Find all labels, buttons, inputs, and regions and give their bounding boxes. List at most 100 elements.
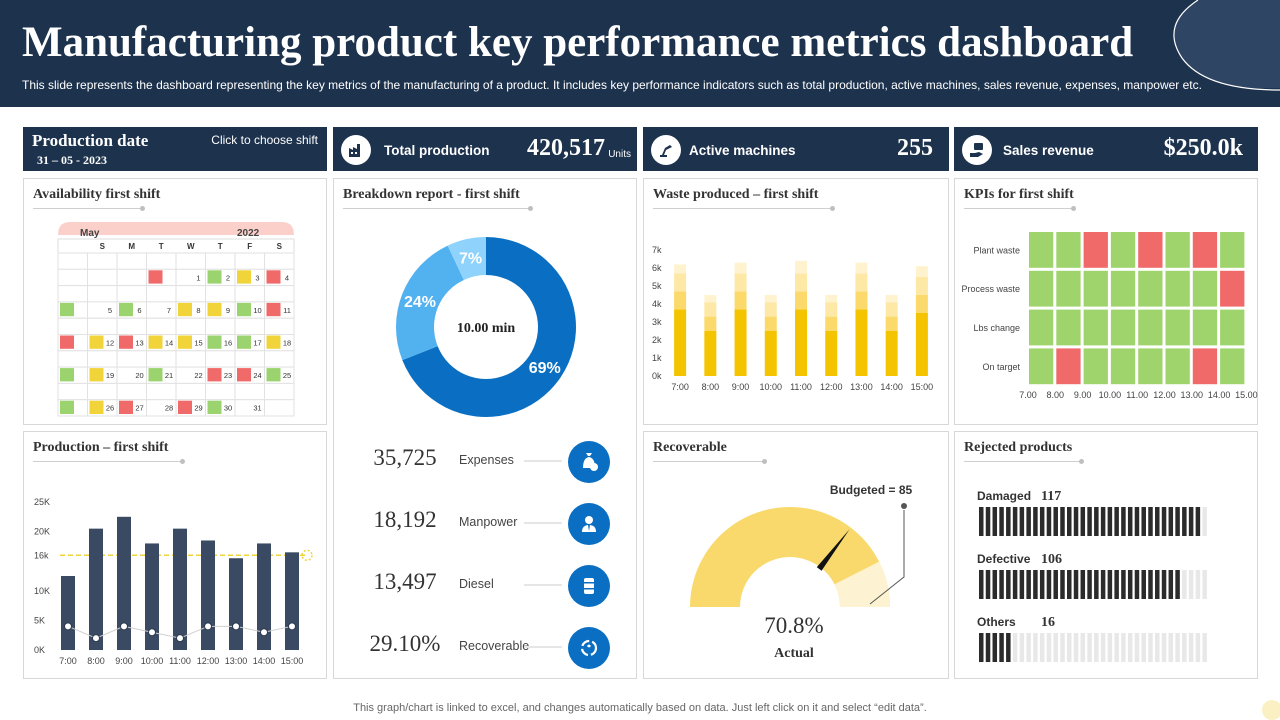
calendar-day: 1 [196, 273, 200, 282]
kpi-value: 255 [897, 135, 933, 161]
waste-bar-segment [734, 262, 747, 274]
heatmap-cell [1192, 309, 1218, 346]
waste-bar-segment [764, 316, 777, 331]
x-tick-label: 13:00 [225, 656, 248, 666]
waste-bar-segment [825, 302, 838, 317]
production-bar [145, 543, 159, 650]
heatmap-cell [1165, 270, 1190, 307]
rejected-bar-tick [1168, 633, 1174, 662]
availability-status-cell [207, 270, 222, 284]
calendar-day: 6 [137, 306, 141, 315]
rejected-bar-tick [1026, 570, 1031, 599]
x-tick-label: 15:00 [281, 656, 304, 666]
stat-value: 13,497 [373, 569, 437, 594]
heatmap-cell [1029, 232, 1054, 268]
rejected-bar-tick [1134, 570, 1140, 599]
calendar-weekday: S [277, 242, 283, 251]
x-tick-label: 9:00 [732, 382, 750, 392]
production-bar [257, 543, 271, 650]
availability-status-cell [89, 335, 104, 349]
availability-status-cell [178, 400, 192, 414]
kpi-value: 420,517 [527, 135, 605, 161]
card-title: Recoverable [653, 440, 727, 455]
rejected-label: Damaged [977, 489, 1031, 503]
money-hand-icon [962, 135, 992, 165]
rejected-label: Others [977, 615, 1016, 629]
rejected-bar-tick [1127, 633, 1133, 662]
availability-status-cell [207, 302, 222, 317]
stat-connector [524, 646, 562, 648]
marker-point [204, 622, 212, 631]
rejected-bar-tick [1121, 507, 1126, 536]
availability-status-cell [148, 368, 163, 382]
rejected-bar-tick [1195, 507, 1201, 536]
calendar-year: 2022 [237, 228, 260, 239]
waste-bar-segment [704, 316, 717, 331]
calendar-day: 13 [135, 339, 143, 348]
heatmap-cell [1220, 348, 1245, 385]
calendar-day: 4 [285, 273, 289, 282]
rejected-bar-tick [999, 633, 1004, 662]
rejected-bar-tick [1182, 507, 1187, 536]
heatmap-col-label: 13.00 [1181, 390, 1204, 400]
y-tick-label: 3k [652, 317, 662, 327]
rejected-bar-tick [985, 507, 991, 536]
marker-point [120, 622, 128, 631]
rejected-bar-tick [1155, 570, 1160, 599]
rejected-bar-tick [1012, 507, 1018, 536]
calendar-day: 12 [106, 339, 114, 348]
calendar-weekday: T [159, 242, 164, 251]
kpi-label: Total production [384, 143, 490, 158]
title-underline [343, 206, 533, 211]
availability-status-cell [266, 302, 281, 317]
waste-bar-segment [915, 266, 928, 277]
availability-status-cell [89, 368, 104, 382]
waste-bar-segment [674, 273, 687, 292]
calendar-weekday: T [218, 242, 223, 251]
availability-status-cell [119, 302, 133, 317]
rejected-bar-tick [1087, 570, 1092, 599]
calendar-day: 11 [283, 306, 291, 315]
waste-bar-segment [855, 291, 868, 310]
rejected-bar-tick [992, 570, 998, 599]
heatmap-cell [1029, 309, 1054, 346]
waste-bar-segment [885, 295, 898, 303]
card-title: Rejected products [964, 440, 1073, 455]
calendar-day: 7 [167, 306, 171, 315]
heatmap-col-label: 11.00 [1126, 390, 1148, 400]
title-underline [653, 206, 835, 211]
calendar-weekday: M [128, 242, 135, 251]
availability-status-cell [178, 335, 192, 349]
kpi-heatmap: Plant waste Process waste Lbs change On tar… [961, 232, 1258, 400]
availability-status-cell [60, 302, 74, 317]
rejected-bar-tick [1175, 570, 1180, 599]
heatmap-cell [1056, 270, 1081, 307]
rejected-bar-tick [1087, 633, 1092, 662]
rejected-bar-tick [1026, 507, 1031, 536]
recoverable-card: Recoverable Budgeted = 85 70.8% Actual [643, 431, 949, 679]
choose-shift-link[interactable]: Click to choose shift [211, 133, 318, 147]
budget-marker [901, 503, 907, 509]
heatmap-cell [1165, 348, 1190, 385]
rejected-value: 16 [1041, 615, 1055, 630]
kpi-unit: Units [608, 149, 631, 160]
rejected-bar-tick [1161, 507, 1167, 536]
worker-icon [568, 503, 610, 545]
heatmap-col-label: 9.00 [1074, 390, 1092, 400]
x-tick-label: 15:00 [911, 382, 934, 392]
production-bar [285, 552, 299, 650]
heatmap-col-label: 12.00 [1153, 390, 1176, 400]
rejected-card: Rejected products Damaged 117 Defective 106… [954, 431, 1258, 679]
waste-bar-segment [674, 309, 687, 376]
heatmap-cell [1138, 309, 1163, 346]
rejected-bar-tick [1188, 633, 1194, 662]
stat-value: 35,725 [373, 445, 437, 470]
rejected-bar-tick [1046, 570, 1052, 599]
x-tick-label: 10:00 [760, 382, 783, 392]
availability-status-cell [237, 302, 251, 317]
heatmap-cell [1138, 348, 1163, 385]
heatmap-cell [1192, 232, 1218, 268]
breakdown-donut-chart: 69% 24% 7% 10.00 min [396, 237, 576, 417]
heatmap-cell [1083, 348, 1108, 385]
card-title: Breakdown report - first shift [343, 187, 520, 202]
